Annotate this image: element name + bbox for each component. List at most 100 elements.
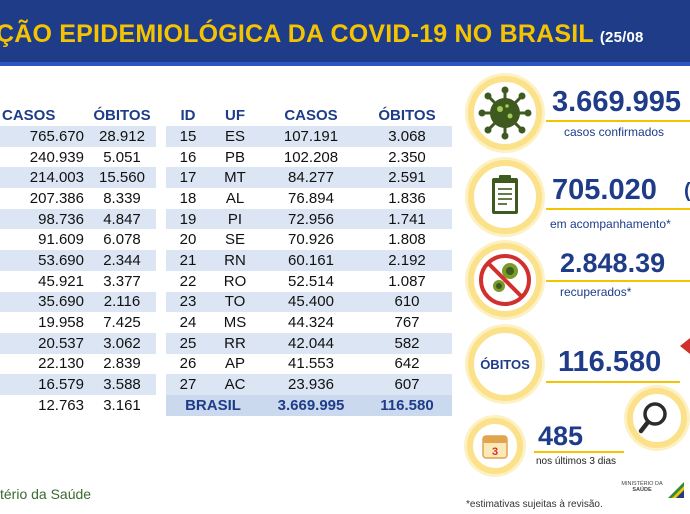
total-casos: 3.669.995 — [260, 394, 362, 416]
header-banner: ÇÃO EPIDEMIOLÓGICA DA COVID-19 NO BRASIL… — [0, 0, 690, 66]
cell-id: 18 — [166, 188, 210, 209]
recent-underline — [534, 451, 624, 453]
recovered-underline — [546, 280, 690, 282]
recent-value: 485 — [538, 421, 584, 451]
cell-id: 24 — [166, 312, 210, 333]
no-virus-icon — [479, 254, 531, 306]
cell-casos: 91.609 — [0, 229, 88, 251]
cell-uf: AL — [210, 188, 260, 209]
total-label: BRASIL — [166, 394, 260, 416]
total-row: BRASIL 3.669.995 116.580 — [166, 394, 452, 416]
cell-obitos: 610 — [362, 291, 452, 313]
cell-obitos: 2.192 — [362, 250, 452, 271]
cell-id: 15 — [166, 126, 210, 147]
cell-id: 21 — [166, 250, 210, 271]
cell-casos: 35.690 — [0, 291, 88, 313]
table-header-row: ID UF CASOS ÓBITOS — [166, 104, 452, 126]
cell-obitos: 1.087 — [362, 270, 452, 292]
states-table-right: ID UF CASOS ÓBITOS 15 ES 107.191 3.068 16 PB 1… — [166, 104, 452, 416]
cell-casos: 102.208 — [260, 146, 362, 168]
cell-casos: 45.400 — [260, 291, 362, 313]
cell-obitos: 3.062 — [88, 332, 156, 354]
table-row: 27 AC 23.936 607 — [166, 374, 452, 395]
cell-casos: 98.736 — [0, 208, 88, 230]
table-row: 16.579 3.588 — [0, 374, 156, 395]
cell-id: 25 — [166, 332, 210, 354]
cell-casos: 22.130 — [0, 353, 88, 375]
cell-obitos: 2.344 — [88, 250, 156, 271]
header-id: ID — [180, 106, 196, 124]
deaths-value: 116.580 — [558, 346, 662, 378]
cell-obitos: 1.836 — [362, 188, 452, 209]
cell-obitos: 3.588 — [88, 374, 156, 395]
cell-casos: 53.690 — [0, 250, 88, 271]
confirmed-underline — [546, 120, 690, 122]
table-row: 20 SE 70.926 1.808 — [166, 229, 452, 251]
table-row: 16 PB 102.208 2.350 — [166, 146, 452, 168]
cell-id: 19 — [166, 208, 210, 230]
cell-obitos: 7.425 — [88, 312, 156, 333]
total-obitos: 116.580 — [362, 394, 452, 416]
report-date: (25/08 — [599, 29, 644, 46]
cell-casos: 23.936 — [260, 374, 362, 395]
table-row: 19 PI 72.956 1.741 — [166, 208, 452, 230]
cell-obitos: 582 — [362, 332, 452, 354]
cell-id: 20 — [166, 229, 210, 251]
monitoring-value: 705.020 — [552, 174, 657, 206]
cell-uf: PB — [210, 146, 260, 168]
cell-casos: 76.894 — [260, 188, 362, 209]
confirmed-label: casos confirmados — [564, 125, 665, 139]
cell-obitos: 2.116 — [88, 291, 156, 313]
table-row: 35.690 2.116 — [0, 291, 156, 313]
cell-uf: MS — [210, 312, 260, 333]
ministry-line2: SAÚDE — [632, 487, 652, 493]
virus-icon — [478, 86, 532, 140]
header-obitos: ÓBITOS — [93, 106, 151, 124]
cell-uf: MT — [210, 167, 260, 189]
calendar-day: 3 — [492, 446, 498, 458]
cell-uf: RO — [210, 270, 260, 292]
cell-obitos: 3.377 — [88, 270, 156, 292]
clipboard-icon — [492, 175, 518, 214]
table-row: 22.130 2.839 — [0, 353, 156, 375]
cell-uf: ES — [210, 126, 260, 147]
cell-uf: RR — [210, 332, 260, 354]
confirmed-circle — [468, 76, 542, 150]
cell-obitos: 15.560 — [88, 167, 156, 189]
monitoring-label: em acompanhamento* — [550, 217, 671, 231]
monitoring-underline — [546, 208, 690, 210]
header-rule — [0, 62, 690, 66]
header-casos: CASOS — [2, 106, 56, 124]
cell-id: 22 — [166, 270, 210, 292]
table-row: 207.386 8.339 — [0, 188, 156, 209]
states-table-left: CASOS ÓBITOS 765.670 28.912 240.939 5.051 21… — [0, 104, 156, 416]
table-row: 15 ES 107.191 3.068 — [166, 126, 452, 147]
table-row: 53.690 2.344 — [0, 250, 156, 271]
cell-casos: 84.277 — [260, 167, 362, 189]
table-row: 26 AP 41.553 642 — [166, 353, 452, 375]
cell-obitos: 3.068 — [362, 126, 452, 147]
magnifier-icon — [638, 402, 667, 434]
cell-id: 26 — [166, 353, 210, 375]
cell-uf: SE — [210, 229, 260, 251]
cell-casos: 72.956 — [260, 208, 362, 230]
confirmed-value: 3.669.995 — [552, 86, 682, 118]
flag-icon — [668, 482, 684, 498]
cell-obitos: 607 — [362, 374, 452, 395]
page-title: ÇÃO EPIDEMIOLÓGICA DA COVID-19 NO BRASIL… — [0, 20, 644, 48]
monitoring-circle — [468, 160, 542, 234]
table-row: 12.763 3.161 — [0, 394, 156, 416]
recent-label: nos últimos 3 dias — [536, 456, 617, 467]
cell-obitos: 6.078 — [88, 229, 156, 251]
header-casos: CASOS — [284, 106, 338, 124]
cell-casos: 60.161 — [260, 250, 362, 271]
cell-casos: 70.926 — [260, 229, 362, 251]
cell-obitos: 8.339 — [88, 188, 156, 209]
cell-casos: 765.670 — [0, 126, 88, 147]
table-row: 214.003 15.560 — [0, 167, 156, 189]
cell-obitos: 2.839 — [88, 353, 156, 375]
source-credit: tério da Saúde — [0, 486, 92, 502]
calendar-icon: 3 — [482, 435, 508, 459]
calendar-circle: 3 — [467, 418, 523, 474]
cell-obitos: 2.591 — [362, 167, 452, 189]
